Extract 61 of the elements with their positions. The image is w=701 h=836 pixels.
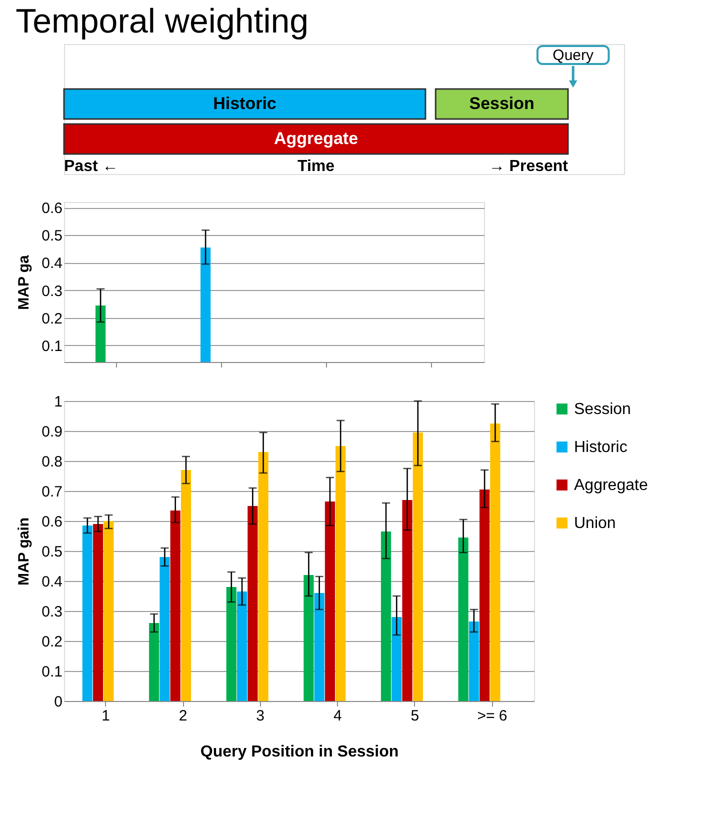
- bar: [226, 587, 236, 701]
- bar: [336, 446, 346, 701]
- x-tick-label: 5: [410, 708, 420, 724]
- bar: [82, 526, 92, 701]
- x-tick-label: >= 6: [477, 708, 508, 724]
- y-tick-label: 0.4: [42, 574, 62, 590]
- y-tick-label: 0.9: [42, 424, 62, 440]
- x-tick-label: 1: [102, 708, 110, 724]
- bar: [149, 623, 160, 701]
- bar: [480, 490, 490, 701]
- y-tick-label: 0.2: [42, 310, 62, 328]
- bar: [380, 532, 392, 701]
- legend-label: Aggregate: [574, 477, 648, 494]
- y-tick-label: 0.6: [42, 200, 62, 218]
- bar: [104, 521, 114, 701]
- bar: [490, 424, 500, 701]
- bar: [180, 470, 192, 701]
- y-tick-label: 0.4: [42, 255, 62, 272]
- bar: [236, 592, 248, 701]
- x-tick-label: 2: [178, 708, 188, 724]
- bar: [402, 500, 412, 701]
- y-tick-label: 0: [54, 694, 62, 710]
- y-tick-label: 0.7: [42, 484, 62, 500]
- text: → Present: [488, 158, 569, 175]
- bar: [248, 506, 258, 701]
- y-tick-label: 0.2: [42, 634, 62, 650]
- text: Historic: [213, 94, 276, 113]
- bar: [412, 432, 423, 701]
- bar: [258, 452, 268, 701]
- y-tick-label: 0.1: [42, 338, 62, 355]
- bar: [468, 622, 479, 701]
- x-axis-title: Query Position in Session: [200, 744, 399, 760]
- y-tick-label: 0.6: [42, 514, 62, 530]
- y-tick-label: 0.5: [42, 228, 62, 245]
- bar: [160, 557, 170, 701]
- x-tick-label: 3: [256, 708, 265, 724]
- y-tick-label: 0.8: [42, 454, 62, 470]
- y-tick-label: 0.3: [42, 282, 62, 300]
- bar: [324, 502, 336, 701]
- y-tick-label: 0.3: [42, 604, 62, 620]
- bar: [92, 524, 104, 701]
- bar: [170, 510, 180, 701]
- text: Query: [552, 47, 594, 64]
- text: Temporal weighting: [16, 2, 309, 40]
- bar: [458, 538, 468, 701]
- bar: [304, 575, 314, 701]
- text: Session: [469, 94, 534, 113]
- y-axis-title: MAP ga: [16, 254, 33, 310]
- bar: [314, 593, 324, 701]
- y-tick-label: 0.1: [42, 664, 62, 680]
- y-tick-label: 1: [54, 394, 62, 410]
- legend-label: Session: [574, 401, 631, 418]
- x-tick-label: 4: [333, 708, 342, 724]
- legend-label: Union: [574, 515, 616, 532]
- text: Aggregate: [274, 129, 358, 148]
- y-axis-title: MAP gain: [16, 517, 33, 586]
- legend-label: Historic: [574, 439, 628, 456]
- text: Time: [297, 158, 335, 175]
- bar: [392, 617, 402, 701]
- y-tick-label: 0.5: [42, 544, 62, 560]
- text: Past ←: [64, 158, 118, 175]
